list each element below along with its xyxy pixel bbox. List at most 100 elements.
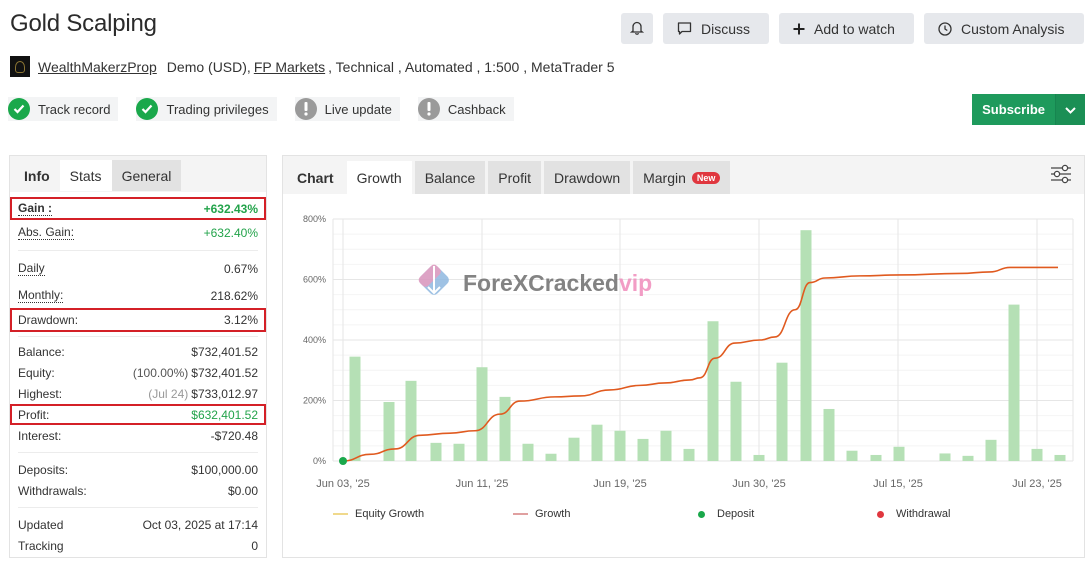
- legend-label: Equity Growth: [355, 508, 425, 520]
- growth-bar: [405, 380, 417, 461]
- tab-growth[interactable]: Growth: [346, 161, 412, 194]
- chart-grid: [332, 218, 1074, 462]
- growth-bar: [476, 367, 488, 461]
- stat-deposits: Deposits: $100,000.00: [10, 459, 266, 480]
- tracking-value: 0: [251, 538, 258, 553]
- growth-bar: [846, 450, 858, 461]
- badge-live-update[interactable]: Live update: [294, 97, 400, 121]
- badge-label: Trading privileges: [166, 101, 269, 117]
- svg-text:Jun 19, '25: Jun 19, '25: [593, 478, 646, 490]
- growth-bar: [753, 454, 765, 461]
- badge-trading-privileges[interactable]: Trading privileges: [136, 97, 277, 121]
- abs-gain-value: +632.40%: [203, 226, 258, 240]
- chevron-down-icon: [1065, 102, 1076, 117]
- growth-chart[interactable]: ForeXCrackedvip 0% 200% 400% 600% 800% Jun 0…: [283, 195, 1084, 550]
- divider: [18, 507, 258, 508]
- legend-withdrawal[interactable]: Withdrawal: [877, 508, 950, 520]
- monthly-label[interactable]: Monthly:: [18, 287, 64, 303]
- growth-bar: [591, 424, 603, 461]
- discuss-label: Discuss: [701, 20, 751, 37]
- legend-label: Growth: [535, 508, 571, 520]
- tab-balance[interactable]: Balance: [414, 161, 486, 194]
- tracking-label: Tracking: [18, 538, 64, 553]
- svg-text:400%: 400%: [303, 335, 326, 345]
- growth-bar: [707, 321, 719, 461]
- divider: [18, 250, 258, 251]
- chart-tabs: Chart Growth Balance Profit Drawdown Mar…: [283, 156, 1084, 194]
- new-badge: New: [691, 171, 721, 184]
- tab-margin[interactable]: Margin New: [633, 161, 731, 194]
- gain-label[interactable]: Gain :: [18, 200, 53, 216]
- stat-equity: Equity: (100.00%) $732,401.52: [10, 362, 266, 383]
- add-to-watch-button[interactable]: Add to watch: [779, 13, 914, 44]
- divider: [18, 452, 258, 453]
- updated-value: Oct 03, 2025 at 17:14: [142, 517, 258, 532]
- subscribe-dropdown-toggle[interactable]: [1055, 94, 1085, 125]
- stat-gain: Gain : +632.43%: [10, 197, 266, 220]
- add-to-watch-label: Add to watch: [814, 20, 895, 37]
- legend-growth[interactable]: Growth: [513, 508, 570, 520]
- growth-bar: [1008, 304, 1020, 461]
- plus-icon: [793, 23, 805, 35]
- legend-line-icon: [513, 513, 528, 515]
- subscribe-button[interactable]: Subscribe: [982, 102, 1045, 117]
- deposit-markers: [339, 457, 347, 465]
- account-type: Demo (USD),: [166, 58, 251, 75]
- growth-bar: [614, 430, 626, 461]
- growth-bar: [545, 453, 557, 461]
- equity-percent: (100.00%): [132, 365, 189, 380]
- highest-label: Highest:: [18, 386, 63, 401]
- comment-icon: [677, 21, 692, 36]
- exclamation-circle-icon: [417, 98, 440, 120]
- tab-drawdown[interactable]: Drawdown: [543, 161, 631, 194]
- custom-analysis-button[interactable]: Custom Analysis: [924, 13, 1084, 44]
- tab-general[interactable]: General: [111, 160, 182, 191]
- owner-avatar[interactable]: [10, 56, 30, 77]
- daily-label[interactable]: Daily: [18, 261, 45, 276]
- account-tags: , Technical , Automated , 1:500 , MetaTr…: [328, 58, 615, 75]
- svg-text:200%: 200%: [303, 396, 326, 406]
- badge-track-record[interactable]: Track record: [8, 97, 119, 121]
- notify-button[interactable]: [621, 13, 653, 44]
- profit-label: Profit:: [18, 407, 50, 422]
- svg-text:0%: 0%: [313, 456, 326, 466]
- svg-text:Jun 11, '25: Jun 11, '25: [456, 478, 509, 490]
- growth-bar: [730, 381, 742, 461]
- growth-bar: [522, 443, 534, 461]
- profit-value: $632,401.52: [191, 407, 258, 422]
- legend-equity-growth[interactable]: Equity Growth: [333, 508, 424, 520]
- badge-label: Live update: [324, 101, 392, 117]
- discuss-button[interactable]: Discuss: [663, 13, 769, 44]
- growth-bar: [776, 362, 788, 461]
- legend-dot-icon: [877, 510, 884, 518]
- chart-settings-button[interactable]: [1050, 164, 1072, 189]
- owner-link[interactable]: WealthMakerzProp: [38, 58, 157, 75]
- growth-bar: [383, 402, 395, 461]
- chart-legend: Equity Growth Growth Deposit Withdrawal: [333, 508, 1033, 524]
- legend-deposit[interactable]: Deposit: [698, 508, 754, 520]
- check-circle-icon: [136, 98, 159, 120]
- broker-link[interactable]: FP Markets: [253, 58, 326, 75]
- growth-bar: [430, 442, 442, 461]
- equity-value: $732,401.52: [191, 365, 258, 380]
- tab-profit[interactable]: Profit: [488, 161, 541, 194]
- growth-bar: [1031, 448, 1043, 461]
- withdrawals-label: Withdrawals:: [18, 483, 87, 498]
- drawdown-value: 3.12%: [223, 313, 258, 327]
- stat-drawdown: Drawdown: 3.12%: [10, 308, 266, 332]
- tab-info[interactable]: Info: [24, 167, 50, 184]
- page-title: Gold Scalping: [10, 10, 157, 37]
- abs-gain-label[interactable]: Abs. Gain:: [18, 225, 75, 240]
- badge-cashback[interactable]: Cashback: [417, 97, 514, 121]
- stat-balance: Balance: $732,401.52: [10, 341, 266, 362]
- growth-bar: [800, 230, 812, 461]
- verification-badges: Track record Trading privileges Live upd…: [8, 97, 514, 121]
- interest-label: Interest:: [18, 428, 62, 443]
- badge-label: Track record: [38, 101, 111, 117]
- exclamation-circle-icon: [294, 98, 317, 120]
- badge-label: Cashback: [447, 101, 506, 117]
- growth-line: [342, 266, 1058, 462]
- y-axis-labels: 0% 200% 400% 600% 800%: [303, 214, 326, 466]
- tab-stats[interactable]: Stats: [59, 160, 112, 191]
- growth-bar: [823, 408, 835, 461]
